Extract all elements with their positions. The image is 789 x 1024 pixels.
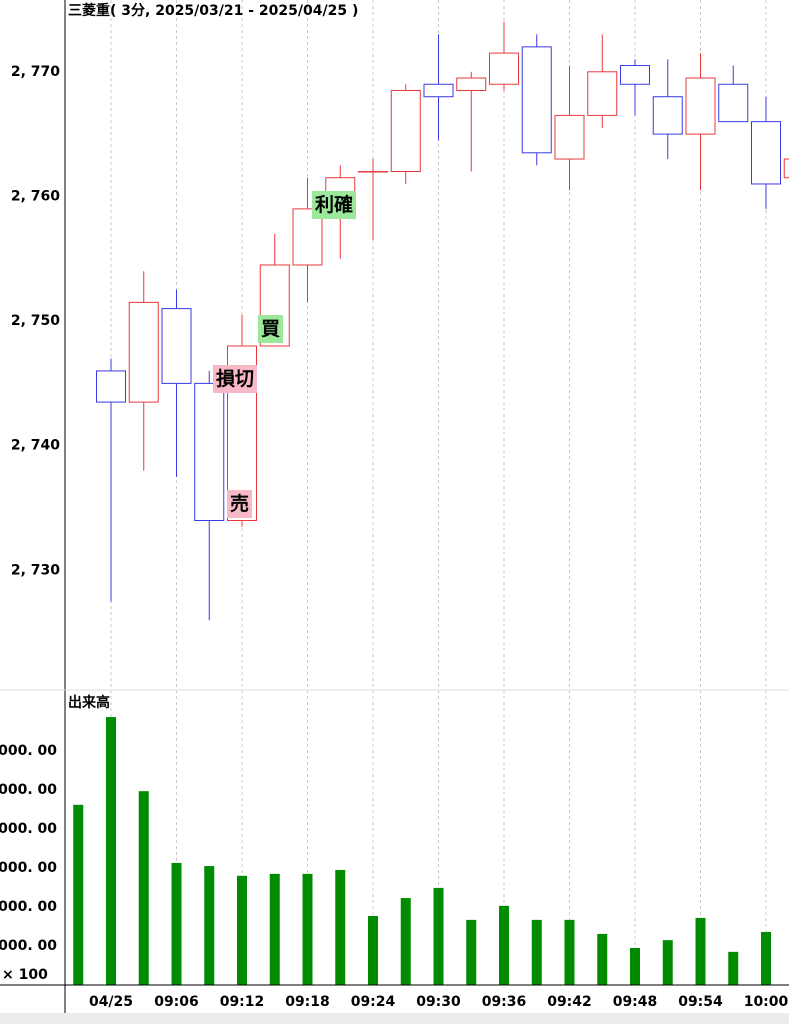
annotation: 買	[258, 315, 284, 343]
volume-bar	[433, 887, 444, 985]
x-tick-label: 09:48	[613, 994, 658, 1010]
y-tick-label: 2, 740	[11, 438, 60, 454]
x-tick-label: 09:18	[285, 994, 330, 1010]
annotation: 損切	[213, 365, 258, 393]
volume-bar	[662, 940, 673, 985]
y-tick-label: 000. 00	[0, 821, 57, 837]
volume-bar	[204, 866, 215, 985]
candle-body	[456, 77, 487, 91]
x-tick-label: 09:54	[678, 994, 723, 1010]
volume-bar	[499, 905, 509, 985]
volume-bar	[597, 933, 608, 985]
volume-bar	[269, 873, 280, 985]
labels-layer: 2, 730 2, 740 2, 750 2, 760 2, 770 04/25 09:06…	[0, 64, 789, 1010]
volume-bar	[695, 917, 706, 985]
y-tick-label: 000. 00	[0, 938, 57, 954]
marks-layer	[73, 21, 789, 985]
volume-bar	[564, 919, 575, 985]
y-tick-label: 000. 00	[0, 782, 57, 798]
x-tick-label: 10:00	[744, 994, 789, 1010]
x-tick-label: 09:36	[482, 994, 527, 1010]
candle-body	[620, 65, 650, 85]
candle-body	[128, 301, 159, 403]
candle-body	[358, 171, 388, 173]
volume-bar	[335, 869, 346, 985]
candle-body	[96, 370, 126, 403]
volume-bar	[237, 875, 247, 985]
candle-body	[751, 121, 781, 185]
y-tick-label: 2, 750	[11, 313, 60, 329]
volume-bar	[73, 804, 84, 985]
y-tick-label: 2, 760	[11, 188, 60, 204]
chart-title: 三菱重( 3分, 2025/03/21 - 2025/04/25 )	[68, 2, 358, 19]
volume-bar	[171, 862, 182, 985]
candle-body	[554, 114, 585, 160]
volume-bar	[466, 919, 477, 985]
annotation: 利確	[312, 191, 357, 219]
y-tick-label: 000. 00	[0, 860, 57, 876]
volume-bar	[138, 791, 149, 985]
candle-body	[652, 96, 683, 135]
candle-body	[718, 83, 749, 123]
volume-title: 出来高	[68, 694, 110, 711]
volume-bar	[630, 947, 640, 985]
y-tick-label: 000. 00	[0, 743, 57, 759]
volume-bar	[531, 919, 542, 985]
volume-bar	[106, 717, 116, 985]
volume-bar	[761, 931, 771, 985]
y-tick-label: 000. 00	[0, 899, 57, 915]
candle-body	[390, 89, 421, 172]
x-tick-label: 09:30	[416, 994, 461, 1010]
candle-body	[161, 308, 192, 384]
x-tick-label: 09:24	[351, 994, 396, 1010]
y-tick-label: 2, 730	[11, 562, 60, 578]
candle-body	[194, 382, 225, 521]
candle-body	[587, 71, 618, 116]
volume-bar	[368, 915, 378, 985]
x-tick-label: 09:06	[154, 994, 199, 1010]
volume-unit: × 100	[2, 967, 48, 983]
annotation: 売	[227, 490, 253, 518]
bottom-strip	[0, 1013, 789, 1024]
volume-bar	[728, 951, 739, 985]
candle-body	[783, 158, 789, 179]
x-tick-label: 09:12	[220, 994, 265, 1010]
x-tick-label: 09:42	[547, 994, 592, 1010]
candle-body	[685, 77, 716, 135]
candle-body	[521, 46, 552, 154]
volume-bar	[302, 873, 313, 985]
candle-body	[423, 83, 454, 98]
candle-body	[489, 52, 519, 85]
y-tick-label: 2, 770	[11, 64, 60, 80]
x-tick-label: 04/25	[89, 994, 133, 1010]
volume-bar	[400, 898, 411, 985]
